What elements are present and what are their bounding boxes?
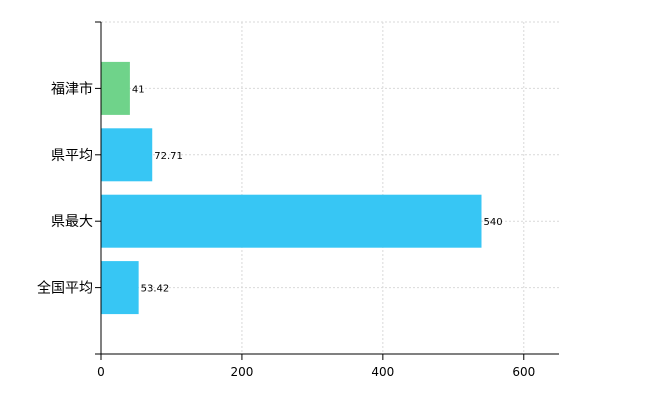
x-tick-label: 200 <box>230 365 253 379</box>
x-tick-label: 600 <box>512 365 535 379</box>
x-tick-label: 0 <box>97 365 105 379</box>
grid-layer <box>101 21 559 354</box>
x-tick-label: 400 <box>371 365 394 379</box>
y-tick-label: 県最大 <box>51 214 93 230</box>
bar-1 <box>101 128 153 182</box>
bar-2 <box>101 194 482 248</box>
y-tick-label: 全国平均 <box>37 280 93 297</box>
bar-0 <box>101 61 130 115</box>
axis-layer <box>95 21 559 360</box>
bar-layer <box>101 61 482 315</box>
bar-value-label: 540 <box>483 217 502 228</box>
bar-3 <box>101 261 139 315</box>
bar-value-label: 41 <box>132 84 145 95</box>
bar-value-label: 72.71 <box>154 151 183 162</box>
bar-value-label: 53.42 <box>141 284 170 295</box>
y-tick-label: 県平均 <box>51 148 93 164</box>
y-tick-label: 福津市 <box>51 80 93 97</box>
